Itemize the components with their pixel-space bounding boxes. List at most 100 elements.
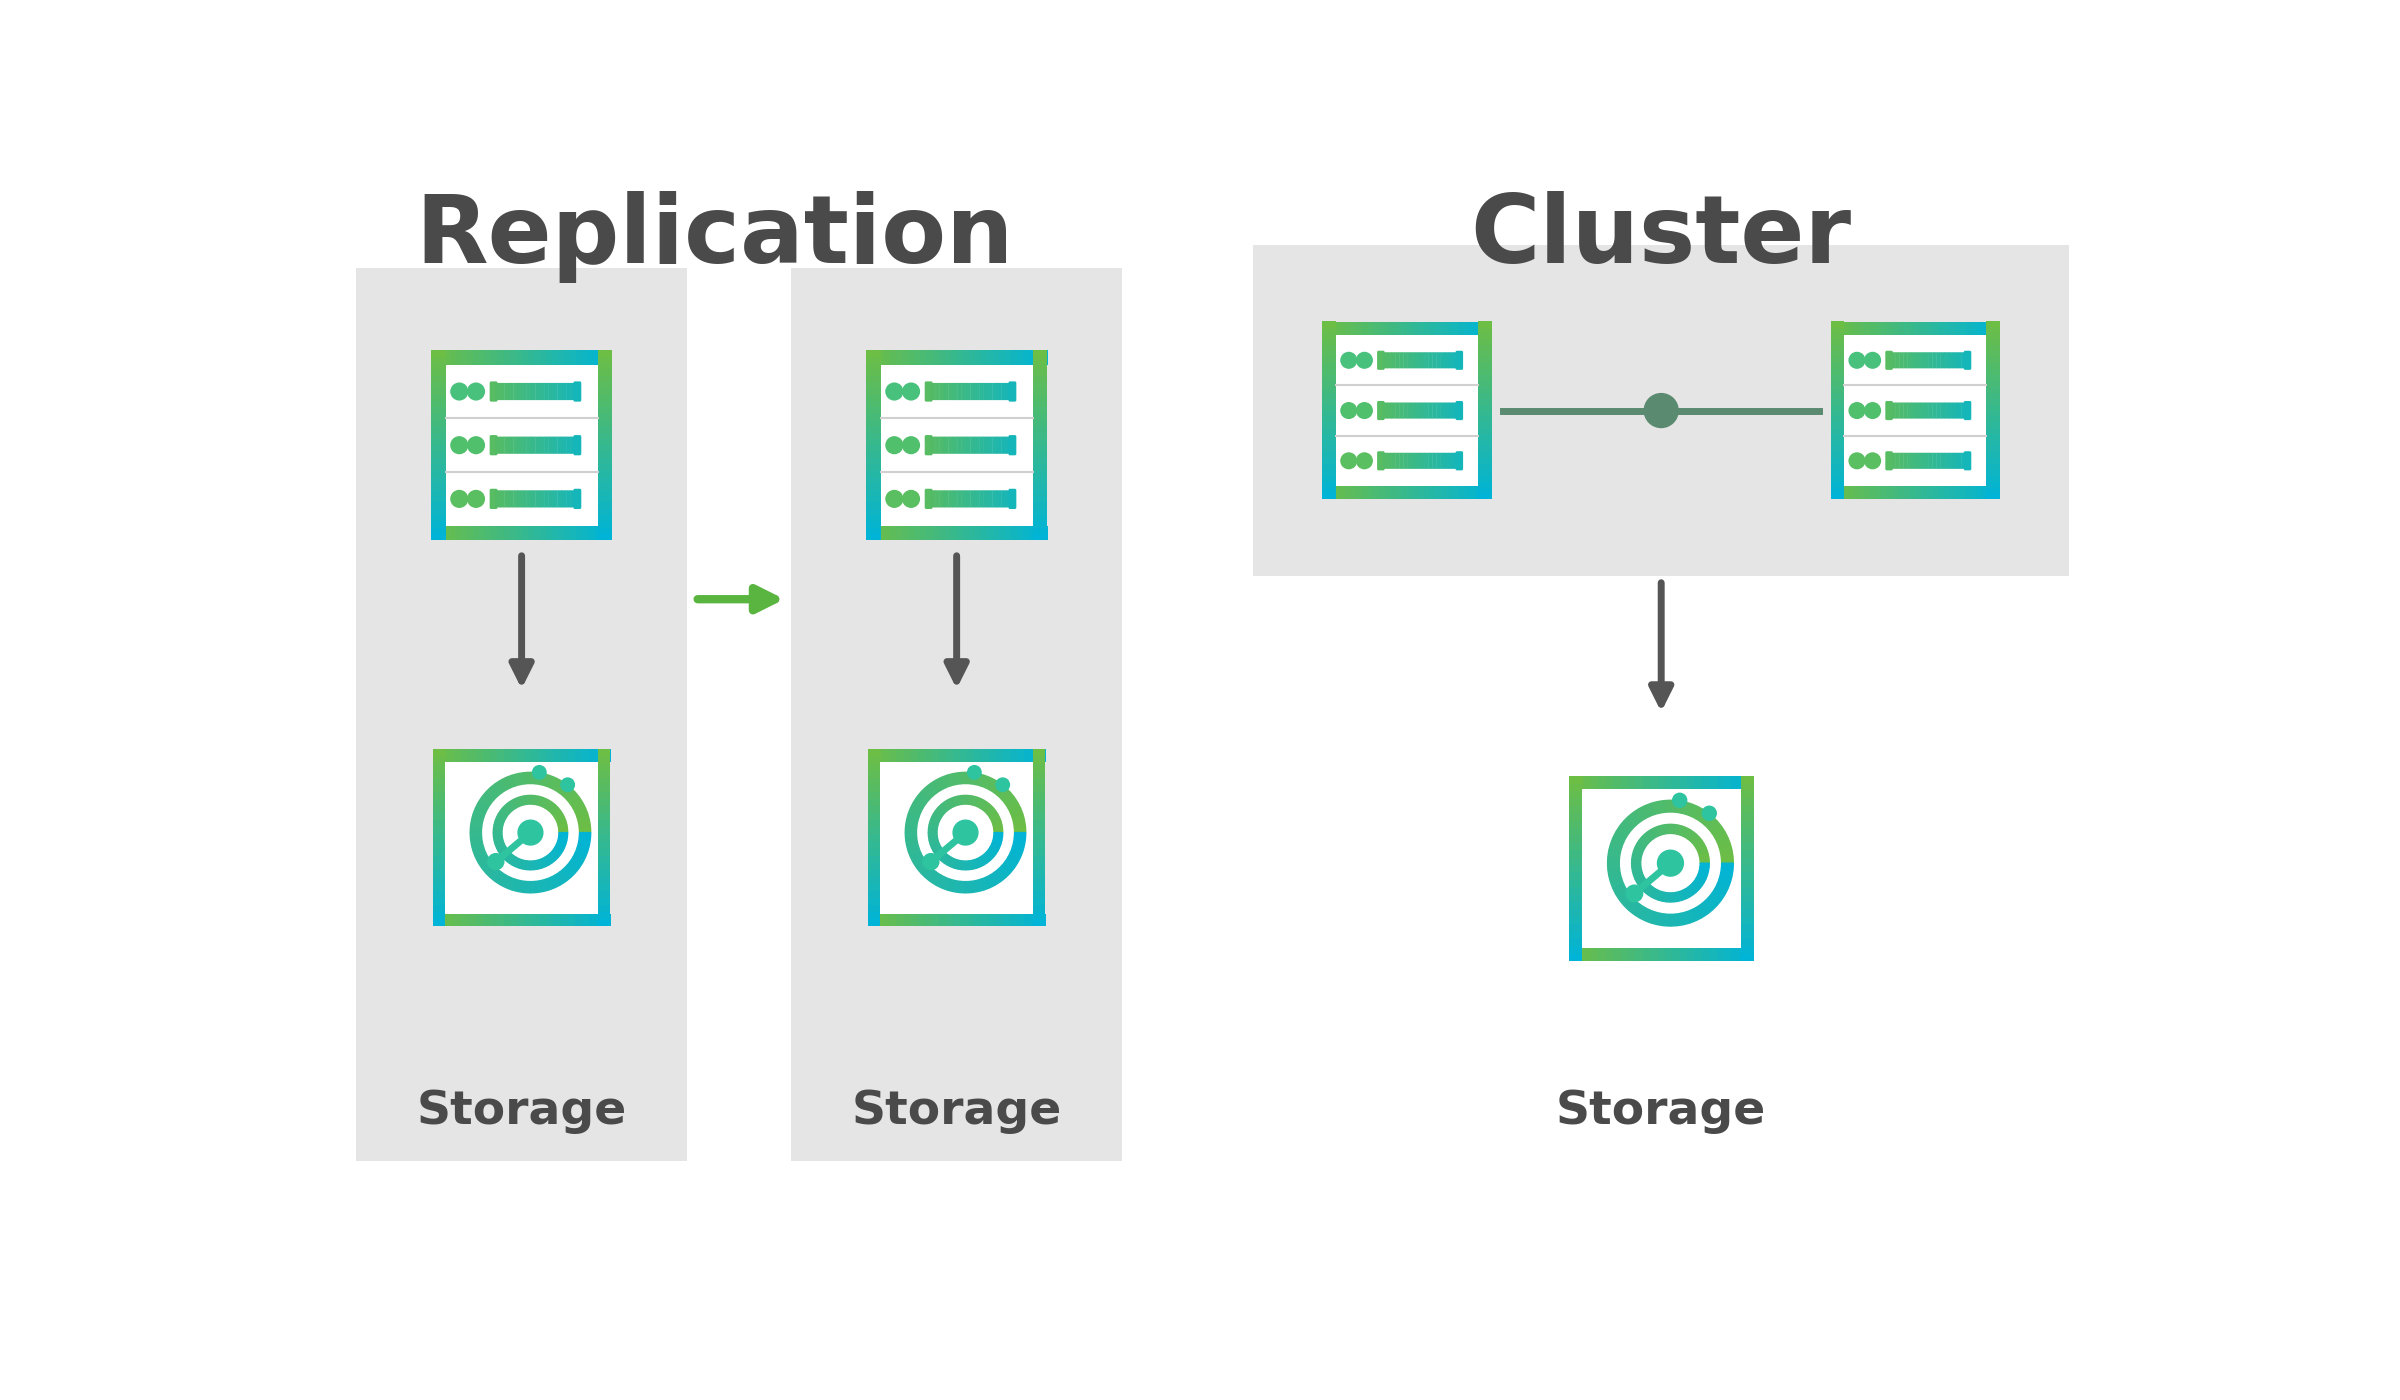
Bar [967,749,974,762]
Wedge shape [490,784,502,797]
Bar [869,763,881,770]
Bar [1481,322,1486,335]
Bar [924,914,931,927]
Bar [598,904,610,913]
Bar [1032,445,1046,452]
Bar [1361,486,1368,500]
Bar [881,762,1032,914]
Wedge shape [991,872,1001,885]
Bar [1831,410,1843,416]
Bar [547,749,554,762]
FancyBboxPatch shape [970,490,974,507]
Bar [1469,322,1476,335]
Bar [511,914,518,927]
Bar [1740,902,1754,910]
Bar [540,749,547,762]
Bar [866,395,881,400]
Bar [1831,434,1843,440]
Wedge shape [991,813,998,820]
Bar [1570,895,1582,902]
Bar [1831,399,1843,405]
Circle shape [518,820,542,846]
Bar [1740,872,1754,879]
Bar [895,526,902,540]
FancyBboxPatch shape [509,490,514,507]
Wedge shape [953,881,960,892]
Bar [1478,463,1493,470]
FancyBboxPatch shape [1399,452,1404,469]
Bar [598,911,610,920]
Bar [926,526,934,540]
FancyBboxPatch shape [540,384,545,400]
Bar [446,364,598,526]
Wedge shape [1658,825,1663,834]
Bar [432,904,446,913]
FancyBboxPatch shape [965,490,970,507]
Bar [1003,914,1010,927]
FancyBboxPatch shape [1404,403,1409,419]
Bar [1831,421,1843,428]
Bar [1478,416,1493,423]
Wedge shape [1608,844,1622,853]
Bar [1613,948,1620,960]
Bar [1435,322,1442,335]
Wedge shape [1608,864,1620,869]
Bar [1032,883,1044,890]
Bar [581,350,588,364]
Wedge shape [948,879,955,892]
Bar [598,388,612,395]
Wedge shape [955,860,960,869]
Bar [962,526,970,540]
Bar [1478,357,1493,363]
FancyBboxPatch shape [948,384,953,400]
Bar [598,805,610,813]
Bar [1570,820,1582,827]
Bar [1723,948,1733,960]
Bar [1397,486,1402,500]
Wedge shape [475,802,487,812]
Bar [869,914,876,927]
Wedge shape [991,841,1001,848]
Wedge shape [530,882,538,893]
Bar [1032,533,1046,540]
Bar [910,914,919,927]
Bar [518,749,526,762]
Wedge shape [1699,867,1709,871]
Bar [1003,749,1010,762]
Bar [528,526,535,540]
FancyBboxPatch shape [962,490,967,507]
Bar [446,914,454,927]
FancyBboxPatch shape [1411,353,1416,368]
Wedge shape [950,858,958,868]
Bar [982,749,989,762]
Bar [1435,486,1442,500]
Bar [1570,886,1582,895]
FancyBboxPatch shape [523,384,528,400]
FancyBboxPatch shape [504,490,509,507]
Bar [432,451,446,458]
Bar [1478,440,1493,447]
FancyBboxPatch shape [1387,403,1392,419]
FancyBboxPatch shape [1915,452,1920,469]
Bar [907,350,914,364]
Wedge shape [1639,881,1649,889]
Wedge shape [965,882,972,893]
Bar [1322,381,1337,386]
Bar [569,914,576,927]
Bar [588,526,595,540]
FancyBboxPatch shape [499,437,504,454]
Bar [1397,322,1402,335]
Wedge shape [910,802,924,812]
Wedge shape [470,826,482,833]
Bar [432,407,446,413]
Circle shape [886,490,902,507]
Wedge shape [1680,911,1690,924]
Bar [475,914,482,927]
Bar [1853,322,1860,335]
Wedge shape [559,825,566,830]
Circle shape [468,437,485,454]
Bar [946,914,953,927]
Bar [1680,776,1687,790]
Wedge shape [1702,902,1714,914]
Bar [1987,375,1999,381]
